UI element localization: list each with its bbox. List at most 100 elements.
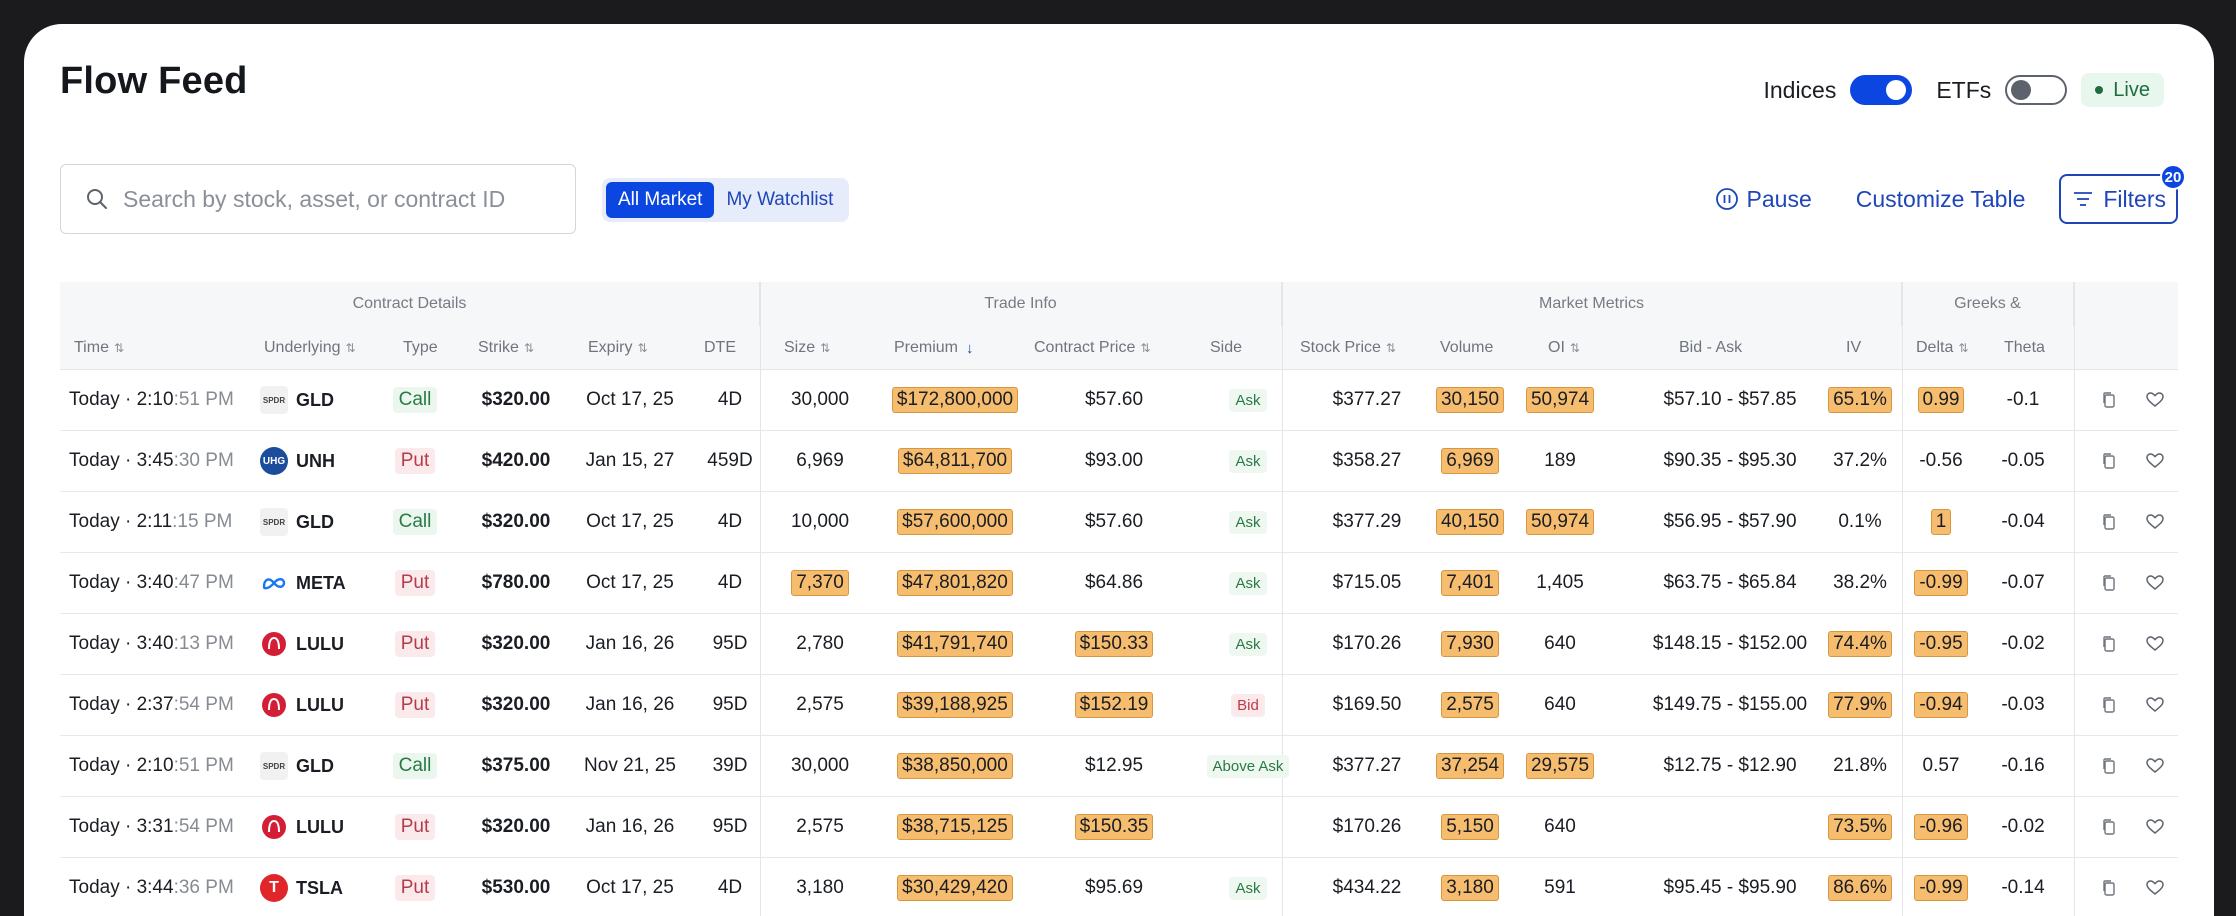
table-row[interactable]: Today · 3:31:54 PM LULU Put $320.00 Jan … <box>60 797 2178 858</box>
pause-label: Pause <box>1746 185 1812 212</box>
underlying-cell[interactable]: META <box>260 553 346 613</box>
dte-cell: 459D <box>690 431 770 491</box>
size-cell: 7,370 <box>772 553 868 613</box>
size-value: 7,370 <box>791 570 849 596</box>
customize-table-button[interactable]: Customize Table <box>1855 185 2026 212</box>
stock-value: $434.22 <box>1332 877 1402 898</box>
col-delta[interactable]: Delta ⇅ <box>1916 339 1969 356</box>
underlying-cell[interactable]: LULU <box>260 675 344 735</box>
favorite-button[interactable] <box>2140 370 2170 430</box>
lulu-logo-icon <box>260 813 288 841</box>
underlying-cell[interactable]: UHG UNH <box>260 431 335 491</box>
copy-button[interactable] <box>2094 370 2124 430</box>
pause-icon <box>1715 188 1738 210</box>
theta-cell: -0.02 <box>1988 614 2058 674</box>
col-expiry[interactable]: Expiry ⇅ <box>588 339 648 356</box>
table-row[interactable]: Today · 2:37:54 PM LULU Put $320.00 Jan … <box>60 675 2178 736</box>
side-cell <box>1188 797 1308 857</box>
copy-button[interactable] <box>2094 553 2124 613</box>
size-value: 30,000 <box>790 755 850 776</box>
filters-label: Filters <box>2103 185 2166 212</box>
stock-value: $377.27 <box>1332 389 1402 410</box>
time-seconds: :15 PM <box>172 511 233 532</box>
col-strike[interactable]: Strike ⇅ <box>478 339 534 356</box>
live-dot-icon <box>2095 86 2104 94</box>
copy-icon <box>2103 575 2115 591</box>
col-contract-price[interactable]: Contract Price ⇅ <box>1034 339 1151 356</box>
search-box[interactable] <box>60 164 576 234</box>
favorite-button[interactable] <box>2140 736 2170 796</box>
copy-button[interactable] <box>2094 736 2124 796</box>
time-cell: Today · 3:44:36 PM <box>69 858 234 916</box>
col-stock-price[interactable]: Stock Price ⇅ <box>1300 339 1396 356</box>
stock-value: $715.05 <box>1332 572 1402 593</box>
pause-button[interactable]: Pause <box>1715 186 1812 213</box>
dte-cell: 39D <box>690 736 770 796</box>
iv-cell: 73.5% <box>1820 797 1900 857</box>
favorite-button[interactable] <box>2140 553 2170 613</box>
table-row[interactable]: Today · 3:44:36 PM T TSLA Put $530.00 Oct… <box>60 858 2178 916</box>
type-cell: Put <box>380 675 450 735</box>
copy-button[interactable] <box>2094 492 2124 552</box>
copy-button[interactable] <box>2094 431 2124 491</box>
etfs-toggle[interactable] <box>2005 75 2068 105</box>
copy-button[interactable] <box>2094 858 2124 916</box>
dte-value: 39D <box>712 755 748 776</box>
underlying-cell[interactable]: SPDR GLD <box>260 370 334 430</box>
col-time[interactable]: Time ⇅ <box>74 339 125 356</box>
col-size[interactable]: Size ⇅ <box>784 339 831 356</box>
contract-price-cell: $12.95 <box>1044 736 1184 796</box>
favorite-button[interactable] <box>2140 675 2170 735</box>
col-oi[interactable]: OI ⇅ <box>1548 339 1580 356</box>
type-badge: Call <box>392 387 438 413</box>
underlying-cell[interactable]: SPDR GLD <box>260 492 334 552</box>
col-iv: IV <box>1846 339 1862 356</box>
underlying-cell[interactable]: SPDR GLD <box>260 736 334 796</box>
table-row[interactable]: Today · 2:10:51 PM SPDR GLD Call $320.00 … <box>60 370 2178 431</box>
filters-button[interactable]: Filters 20 <box>2059 164 2186 224</box>
expiry-value: Oct 17, 25 <box>586 511 674 532</box>
time-main: Today · 3:40 <box>69 572 174 593</box>
favorite-button[interactable] <box>2140 858 2170 916</box>
side-cell: Ask <box>1188 370 1308 430</box>
tab-my-watchlist[interactable]: My Watchlist <box>726 189 834 210</box>
favorite-button[interactable] <box>2140 614 2170 674</box>
underlying-cell[interactable]: LULU <box>260 797 344 857</box>
type-badge: Put <box>394 814 436 840</box>
time-seconds: :54 PM <box>173 694 234 715</box>
theta-value: -0.02 <box>2001 816 2045 837</box>
oi-cell: 640 <box>1520 614 1600 674</box>
underlying-cell[interactable]: T TSLA <box>260 858 343 916</box>
iv-value: 86.6% <box>1828 875 1892 901</box>
table-row[interactable]: Today · 3:45:30 PM UHG UNH Put $420.00 Ja… <box>60 431 2178 492</box>
volume-value: 7,930 <box>1441 631 1499 657</box>
lulu-logo-icon <box>260 630 288 658</box>
favorite-button[interactable] <box>2140 797 2170 857</box>
expiry-cell: Jan 16, 26 <box>576 675 684 735</box>
table-row[interactable]: Today · 2:11:15 PM SPDR GLD Call $320.00 … <box>60 492 2178 553</box>
tab-all-market[interactable]: All Market <box>606 182 715 218</box>
table-row[interactable]: Today · 3:40:47 PM META Put $780.00 Oct … <box>60 553 2178 614</box>
col-premium[interactable]: Premium ↓ <box>894 339 974 357</box>
table-row[interactable]: Today · 2:10:51 PM SPDR GLD Call $375.00 … <box>60 736 2178 797</box>
time-cell: Today · 2:37:54 PM <box>69 675 234 735</box>
search-input[interactable] <box>123 185 543 213</box>
underlying-cell[interactable]: LULU <box>260 614 344 674</box>
copy-button[interactable] <box>2094 675 2124 735</box>
copy-button[interactable] <box>2094 797 2124 857</box>
iv-cell: 74.4% <box>1820 614 1900 674</box>
iv-value: 65.1% <box>1828 387 1892 413</box>
col-underlying[interactable]: Underlying ⇅ <box>264 339 356 356</box>
copy-button[interactable] <box>2094 614 2124 674</box>
indices-toggle[interactable] <box>1850 75 1913 105</box>
col-dte: DTE <box>704 339 736 356</box>
time-cell: Today · 2:11:15 PM <box>69 492 232 552</box>
favorite-button[interactable] <box>2140 492 2170 552</box>
table-row[interactable]: Today · 3:40:13 PM LULU Put $320.00 Jan … <box>60 614 2178 675</box>
delta-value: 1 <box>1930 509 1952 535</box>
favorite-button[interactable] <box>2140 431 2170 491</box>
size-value: 30,000 <box>790 389 850 410</box>
stock-price-cell: $169.50 <box>1312 675 1422 735</box>
oi-cell: 1,405 <box>1520 553 1600 613</box>
dte-value: 4D <box>717 572 743 593</box>
